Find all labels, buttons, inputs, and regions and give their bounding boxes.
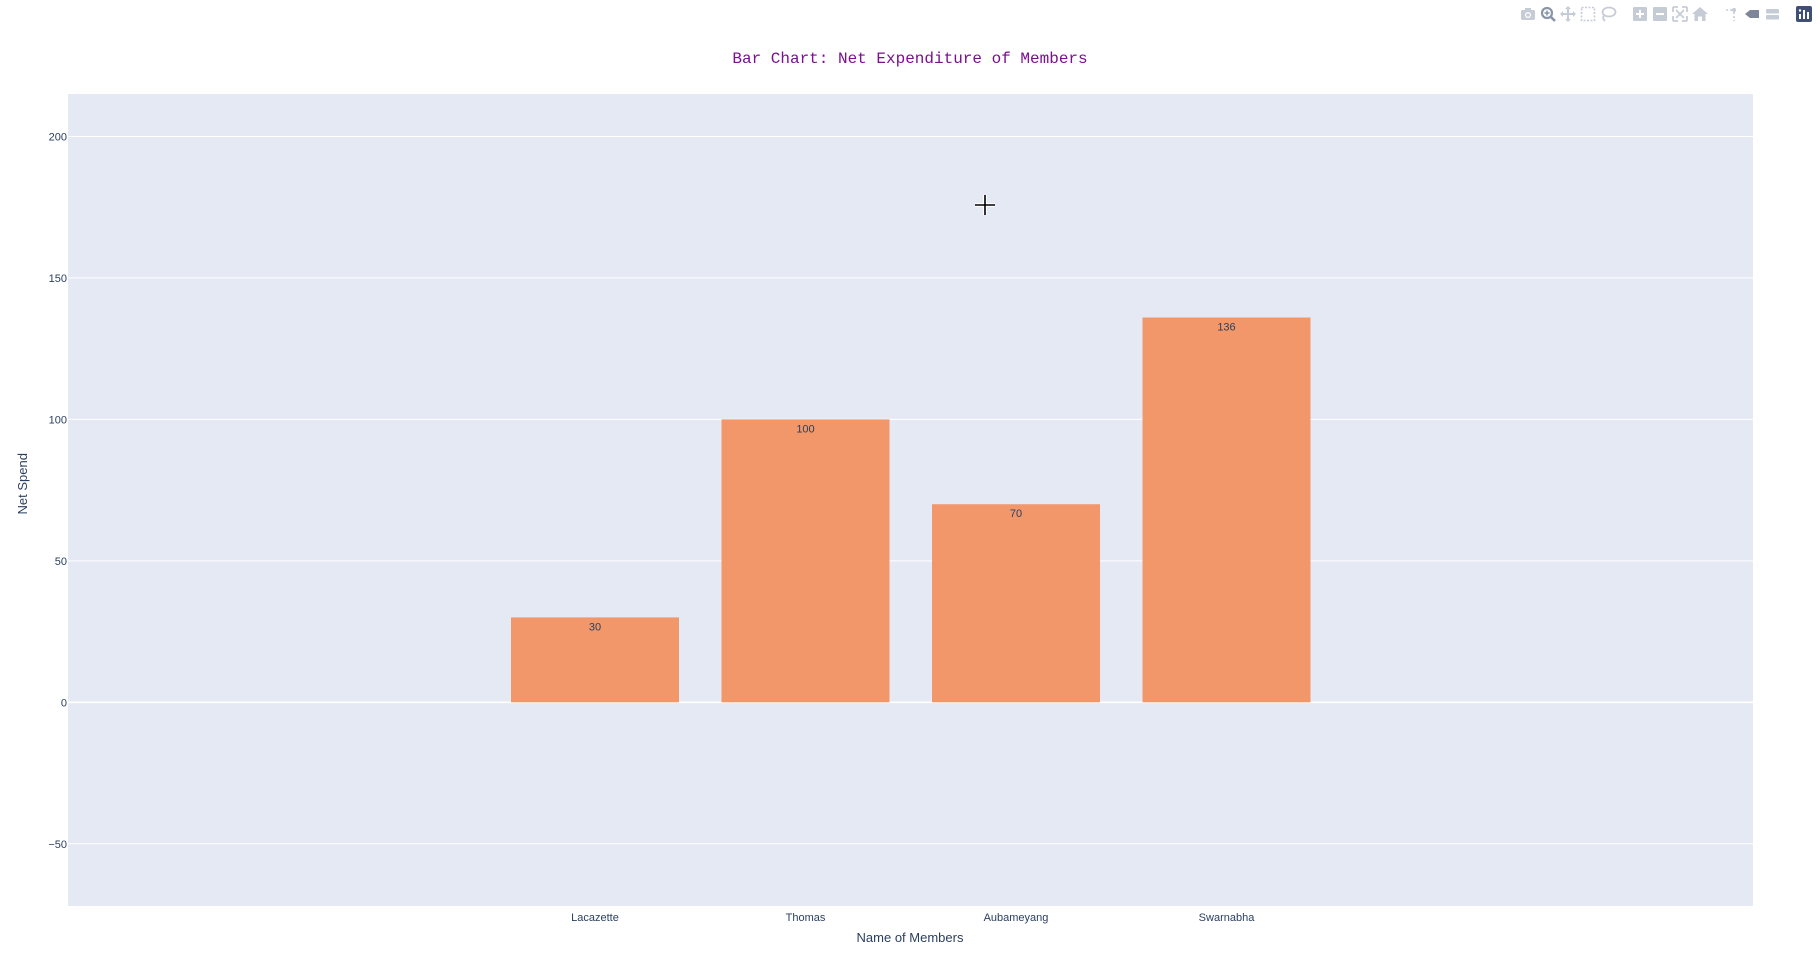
pan-icon (1560, 6, 1576, 22)
bar-data-label: 70 (1010, 508, 1022, 520)
y-tick-label: 0 (61, 697, 67, 709)
zoom-in-button[interactable] (1630, 4, 1650, 24)
autoscale-button[interactable] (1670, 4, 1690, 24)
box-select-button[interactable] (1578, 4, 1598, 24)
y-tick-label: 150 (49, 273, 67, 285)
pan-button[interactable] (1558, 4, 1578, 24)
modebar-group (1518, 4, 1618, 24)
autoscale-icon (1672, 6, 1688, 22)
spike-lines-icon (1726, 8, 1736, 21)
bar-swarnabha[interactable] (1142, 317, 1311, 703)
x-tick-label: Lacazette (571, 912, 619, 924)
y-tick-label: 200 (49, 131, 67, 143)
chart-title: Bar Chart: Net Expenditure of Members (732, 50, 1087, 68)
crosshair-cursor-icon (975, 195, 995, 215)
bar-data-label: 30 (589, 621, 601, 633)
hover-closest-button[interactable] (1742, 4, 1762, 24)
x-tick-label: Aubameyang (984, 912, 1049, 924)
hover-compare-button[interactable] (1762, 4, 1782, 24)
y-tick-label: 50 (55, 556, 67, 568)
hover-closest-icon (1745, 10, 1759, 18)
x-tick-label: Thomas (786, 912, 826, 924)
x-tick-label: Swarnabha (1199, 912, 1256, 924)
bar-data-label: 100 (796, 423, 814, 435)
y-axis-title: Net Spend (15, 453, 30, 514)
bar-data-label: 136 (1217, 322, 1235, 334)
zoom-in-icon (1633, 7, 1647, 21)
camera-button[interactable] (1518, 4, 1538, 24)
hover-compare-icon (1766, 9, 1779, 20)
modebar-group (1630, 4, 1710, 24)
plotly-logo-icon (1796, 6, 1812, 22)
zoom-icon (1540, 6, 1556, 22)
zoom-out-icon (1653, 7, 1667, 21)
modebar-group (1794, 4, 1814, 24)
x-axis-title: Name of Members (857, 930, 964, 945)
plotly-logo-button[interactable] (1794, 4, 1814, 24)
reset-axes-button[interactable] (1690, 4, 1710, 24)
zoom-button[interactable] (1538, 4, 1558, 24)
y-tick-label: 100 (49, 414, 67, 426)
bar-thomas[interactable] (721, 419, 890, 703)
reset-axes-icon (1692, 7, 1708, 21)
lasso-select-icon (1601, 6, 1617, 22)
spike-lines-button[interactable] (1722, 4, 1742, 24)
box-select-icon (1580, 6, 1596, 22)
modebar-group (1722, 4, 1782, 24)
bar-lacazette[interactable] (511, 617, 679, 703)
bar-aubameyang[interactable] (932, 504, 1100, 703)
camera-icon (1521, 8, 1535, 20)
zoom-out-button[interactable] (1650, 4, 1670, 24)
lasso-select-button[interactable] (1598, 4, 1618, 24)
plot-area[interactable] (68, 94, 1753, 906)
y-tick-label: −50 (48, 839, 67, 851)
modebar (1508, 4, 1814, 24)
